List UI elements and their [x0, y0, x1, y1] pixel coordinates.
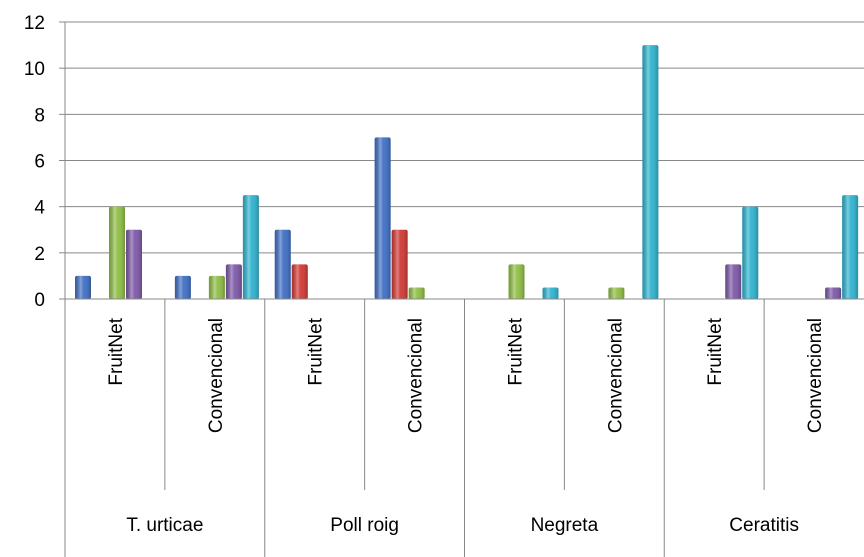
bar-highlight	[409, 287, 425, 299]
y-tick-label: 10	[24, 59, 45, 80]
bar-highlight	[825, 287, 841, 299]
x-category-label: FruitNet	[106, 317, 127, 385]
y-tick-label: 2	[34, 244, 45, 265]
bars	[75, 45, 858, 299]
bar-highlight	[209, 276, 225, 299]
bar-highlight	[842, 195, 858, 299]
x-category-label: Convencional	[605, 318, 626, 433]
bar-highlight	[642, 45, 658, 299]
bar-highlight	[608, 287, 624, 299]
y-tick-label: 0	[34, 290, 45, 311]
x-group-label: Ceratitis	[729, 515, 799, 536]
bar-highlight	[292, 264, 308, 299]
y-tick-label: 4	[34, 198, 45, 219]
y-tick-label: 6	[34, 152, 45, 173]
bar-highlight	[109, 207, 125, 299]
x-group-label: T. urticae	[126, 515, 203, 536]
bar-highlight	[75, 276, 91, 299]
x-category-label: FruitNet	[505, 317, 526, 385]
bar-highlight	[543, 287, 559, 299]
bar-highlight	[243, 195, 259, 299]
y-tick-label: 12	[24, 13, 45, 34]
bar-highlight	[742, 207, 758, 299]
bar-highlight	[226, 264, 242, 299]
bar-highlight	[375, 137, 391, 299]
bar-highlight	[275, 230, 291, 299]
x-group-label: Poll roig	[330, 515, 399, 536]
bar-highlight	[175, 276, 191, 299]
labels: 0 2 4 6 8 10 12 FruitNet Convencional FruitNet Con…	[24, 13, 826, 536]
bar-highlight	[725, 264, 741, 299]
x-category-label: Convencional	[406, 318, 427, 433]
x-category-label: FruitNet	[306, 317, 327, 385]
x-category-label: FruitNet	[705, 317, 726, 385]
x-group-label: Negreta	[531, 515, 599, 536]
x-category-label: Convencional	[805, 318, 826, 433]
y-tick-label: 8	[34, 105, 45, 126]
x-category-label: Convencional	[206, 318, 227, 433]
bar-highlight	[509, 264, 525, 299]
bar-highlight	[126, 230, 142, 299]
bar-highlight	[392, 230, 408, 299]
